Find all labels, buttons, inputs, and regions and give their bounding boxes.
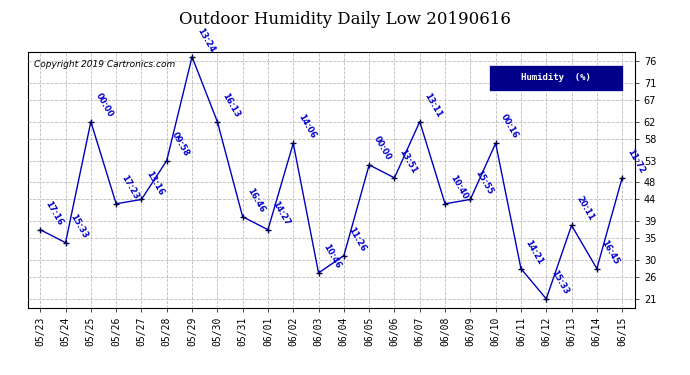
Text: 10:46: 10:46 — [322, 243, 342, 270]
Text: 13:51: 13:51 — [397, 147, 418, 175]
Text: 14:27: 14:27 — [270, 199, 292, 227]
Text: 20:11: 20:11 — [574, 195, 595, 223]
Text: 13:24: 13:24 — [195, 26, 216, 54]
Text: 11:26: 11:26 — [346, 225, 368, 253]
Text: 15:33: 15:33 — [68, 212, 90, 240]
Text: Copyright 2019 Cartronics.com: Copyright 2019 Cartronics.com — [34, 60, 175, 69]
Text: 13:16: 13:16 — [144, 169, 166, 196]
Text: 16:13: 16:13 — [220, 91, 242, 119]
Text: 17:16: 17:16 — [43, 199, 64, 227]
Text: 11:72: 11:72 — [625, 147, 646, 175]
Text: 00:00: 00:00 — [372, 135, 393, 162]
Text: Outdoor Humidity Daily Low 20190616: Outdoor Humidity Daily Low 20190616 — [179, 11, 511, 28]
Text: 15:55: 15:55 — [473, 169, 494, 196]
Text: 14:21: 14:21 — [524, 238, 545, 266]
Text: 17:23: 17:23 — [119, 173, 140, 201]
Text: 13:11: 13:11 — [422, 91, 444, 119]
Text: 15:33: 15:33 — [549, 268, 570, 296]
Text: 00:16: 00:16 — [498, 113, 520, 141]
Text: 00:00: 00:00 — [94, 92, 115, 119]
FancyBboxPatch shape — [489, 65, 622, 91]
Text: Humidity  (%): Humidity (%) — [521, 74, 591, 82]
Text: 09:58: 09:58 — [170, 130, 190, 158]
Text: 16:46: 16:46 — [246, 186, 266, 214]
Text: 14:06: 14:06 — [296, 113, 317, 141]
Text: 16:45: 16:45 — [600, 238, 621, 266]
Text: 10:40: 10:40 — [448, 173, 469, 201]
